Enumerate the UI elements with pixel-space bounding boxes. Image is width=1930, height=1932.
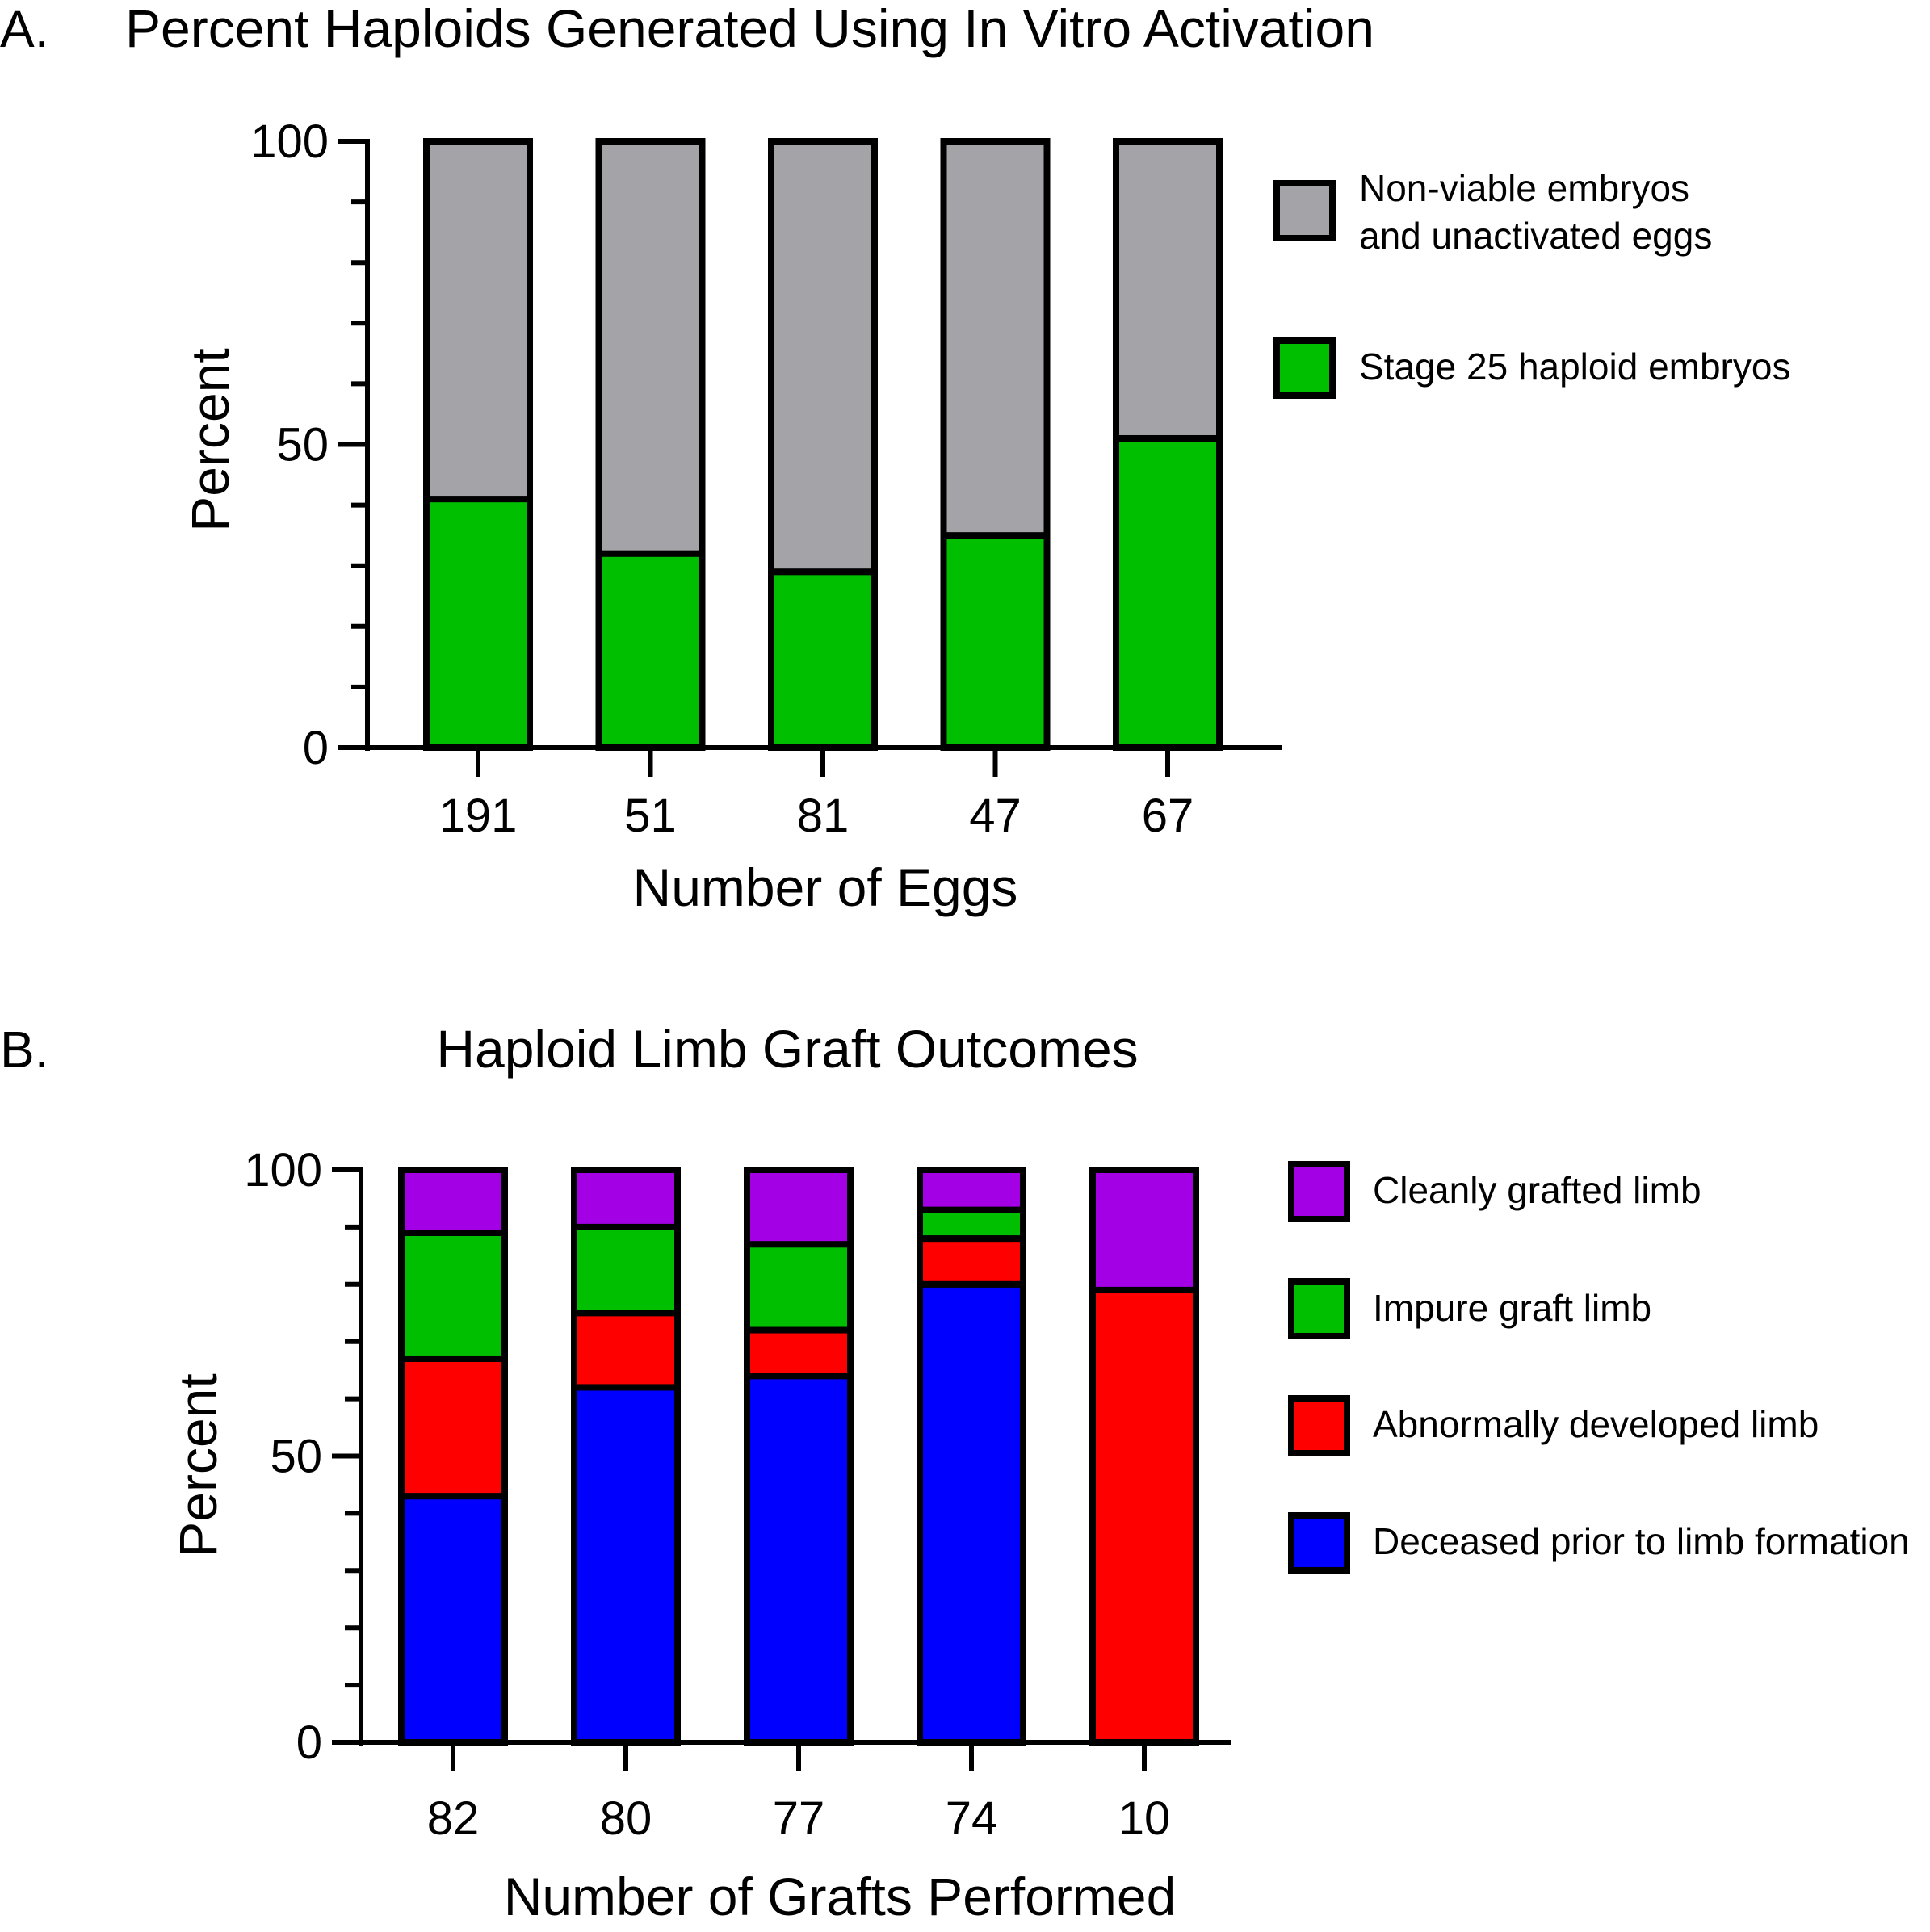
a-bar-47-stage-25-haploid-embryos — [940, 532, 1051, 752]
b-bar-82-deceased-prior-to-limb-formation — [398, 1493, 508, 1746]
b-y-tick-label-100: 100 — [244, 1144, 322, 1196]
panel-b-title: Haploid Limb Graft Outcomes — [436, 1019, 1138, 1079]
panel-b-y-axis-label: Percent — [168, 1373, 228, 1557]
legend-label-non-viable-line1: Non-viable embryos — [1359, 167, 1689, 209]
a-x-tick-label-81: 81 — [797, 790, 850, 842]
b-bar-10-cleanly-grafted-limb — [1089, 1167, 1199, 1293]
b-x-tick-label-74: 74 — [946, 1792, 998, 1845]
legend-swatch-deceased — [1288, 1512, 1350, 1574]
b-bar-80-cleanly-grafted-limb — [571, 1167, 681, 1230]
panel-b-label: B. — [0, 1020, 48, 1079]
b-bar-82-abnormally-developed-limb — [398, 1355, 508, 1500]
panel-a-bars — [423, 138, 1223, 752]
b-bar-77-impure-graft-limb — [744, 1241, 854, 1334]
a-bar-81-non-viable-embryos-and-unactivated-eggs — [768, 138, 878, 576]
b-x-tick-label-82: 82 — [427, 1792, 480, 1845]
a-bar-51-stage-25-haploid-embryos — [595, 550, 706, 751]
panel-b-bars — [398, 1167, 1199, 1746]
b-bar-74-abnormally-developed-limb — [917, 1235, 1026, 1288]
panel-a-legend: Non-viable embryos and unactivated eggs … — [1273, 167, 1790, 399]
a-y-tick-label-0: 0 — [303, 722, 329, 774]
panel-b-legend: Cleanly grafted limb Impure graft limb A… — [1288, 1161, 1910, 1574]
legend-swatch-cleanly-grafted — [1288, 1161, 1350, 1222]
panel-a-y-tick-labels: 0 50 100 — [250, 115, 329, 774]
legend-label-deceased: Deceased prior to limb formation — [1373, 1520, 1910, 1562]
b-bar-80-abnormally-developed-limb — [571, 1310, 681, 1391]
b-bar-77-cleanly-grafted-limb — [744, 1167, 854, 1248]
a-x-tick-label-51: 51 — [624, 790, 677, 842]
b-x-tick-label-80: 80 — [600, 1792, 652, 1845]
b-y-tick-label-0: 0 — [296, 1716, 322, 1769]
a-bar-67-stage-25-haploid-embryos — [1113, 434, 1223, 751]
a-bar-67-non-viable-embryos-and-unactivated-eggs — [1113, 138, 1223, 442]
legend-swatch-non-viable — [1273, 180, 1336, 241]
b-bar-74-impure-graft-limb — [917, 1206, 1026, 1243]
panel-a-y-axis-label: Percent — [180, 348, 240, 531]
panel-a-x-axis-label: Number of Eggs — [633, 857, 1018, 917]
b-bar-77-abnormally-developed-limb — [744, 1326, 854, 1380]
a-y-tick-label-50: 50 — [276, 419, 329, 471]
panel-b-y-tick-labels: 0 50 100 — [244, 1144, 322, 1769]
panel-b-x-tick-labels: 82 80 77 74 10 — [427, 1792, 1171, 1845]
panel-b: B. Haploid Limb Graft Outcomes 82 80 77 74 1… — [0, 1019, 1910, 1926]
a-x-tick-label-191: 191 — [439, 790, 518, 842]
b-bar-74-cleanly-grafted-limb — [917, 1167, 1026, 1213]
legend-label-cleanly-grafted: Cleanly grafted limb — [1373, 1169, 1701, 1211]
a-y-tick-label-100: 100 — [250, 115, 329, 168]
legend-label-stage25: Stage 25 haploid embryos — [1359, 346, 1790, 388]
legend-swatch-stage25 — [1273, 337, 1336, 399]
a-bar-81-stage-25-haploid-embryos — [768, 568, 878, 752]
a-x-tick-label-47: 47 — [969, 790, 1022, 842]
b-bar-10-abnormally-developed-limb — [1089, 1286, 1199, 1746]
a-bar-51-non-viable-embryos-and-unactivated-eggs — [595, 138, 706, 557]
b-bar-74-deceased-prior-to-limb-formation — [917, 1280, 1026, 1746]
a-bar-47-non-viable-embryos-and-unactivated-eggs — [940, 138, 1051, 539]
legend-swatch-impure-graft — [1288, 1278, 1350, 1339]
a-x-tick-label-67: 67 — [1142, 790, 1194, 842]
a-bar-191-stage-25-haploid-embryos — [423, 496, 533, 752]
legend-swatch-abnormal — [1288, 1395, 1350, 1456]
a-bar-191-non-viable-embryos-and-unactivated-eggs — [423, 138, 533, 503]
legend-label-abnormal: Abnormally developed limb — [1373, 1403, 1819, 1445]
b-bar-80-deceased-prior-to-limb-formation — [571, 1384, 681, 1746]
panel-a: A. Percent Haploids Generated Using In V… — [0, 0, 1790, 917]
legend-label-non-viable-line2: and unactivated eggs — [1359, 215, 1712, 257]
b-y-tick-label-50: 50 — [270, 1431, 322, 1483]
b-bar-77-deceased-prior-to-limb-formation — [744, 1373, 854, 1746]
panel-a-label: A. — [0, 0, 48, 58]
panel-b-x-axis-label: Number of Grafts Performed — [504, 1867, 1177, 1926]
b-bar-82-cleanly-grafted-limb — [398, 1167, 508, 1236]
b-bar-80-impure-graft-limb — [571, 1223, 681, 1317]
b-x-tick-label-10: 10 — [1118, 1792, 1171, 1845]
legend-label-impure-graft: Impure graft limb — [1373, 1287, 1651, 1329]
panel-a-title: Percent Haploids Generated Using In Vitr… — [125, 0, 1374, 58]
b-x-tick-label-77: 77 — [773, 1792, 825, 1845]
b-bar-82-impure-graft-limb — [398, 1229, 508, 1362]
panel-a-x-tick-labels: 191 51 81 47 67 — [439, 790, 1194, 842]
